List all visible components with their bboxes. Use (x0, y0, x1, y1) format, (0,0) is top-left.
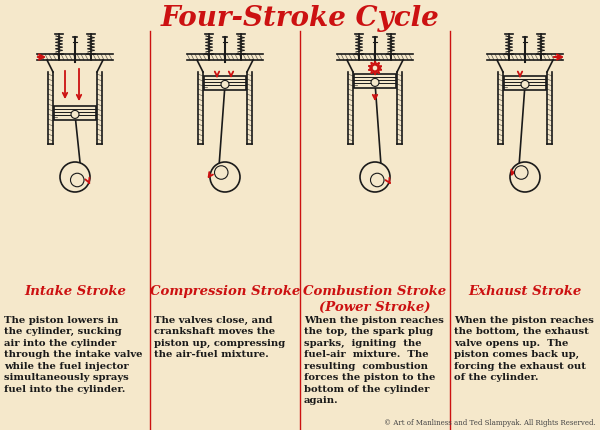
Text: When the piston reaches
the top, the spark plug
sparks,  igniting  the
fuel-air : When the piston reaches the top, the spa… (304, 315, 444, 404)
Text: Intake Stroke: Intake Stroke (24, 284, 126, 297)
Polygon shape (204, 77, 246, 91)
Circle shape (360, 163, 390, 193)
Text: The valves close, and
crankshaft moves the
piston up, compressing
the air-fuel m: The valves close, and crankshaft moves t… (154, 315, 285, 359)
Circle shape (71, 174, 84, 187)
Circle shape (515, 166, 528, 180)
Text: The piston lowers in
the cylinder, sucking
air into the cylinder
through the int: The piston lowers in the cylinder, sucki… (4, 315, 143, 393)
Circle shape (371, 79, 379, 87)
Polygon shape (354, 75, 396, 89)
Circle shape (371, 174, 384, 187)
Polygon shape (54, 107, 96, 121)
Circle shape (71, 111, 79, 119)
Text: © Art of Manliness and Ted Slampyak. All Rights Reserved.: © Art of Manliness and Ted Slampyak. All… (384, 418, 596, 426)
Circle shape (215, 166, 228, 180)
Circle shape (521, 81, 529, 89)
Circle shape (60, 163, 90, 193)
Circle shape (221, 81, 229, 89)
Text: Four-Stroke Cycle: Four-Stroke Cycle (161, 4, 439, 31)
Text: When the piston reaches
the bottom, the exhaust
valve opens up.  The
piston come: When the piston reaches the bottom, the … (454, 315, 594, 381)
Text: Exhaust Stroke: Exhaust Stroke (469, 284, 581, 297)
Text: Compression Stroke: Compression Stroke (150, 284, 300, 297)
Polygon shape (504, 77, 546, 91)
Circle shape (210, 163, 240, 193)
Text: Combustion Stroke
(Power Stroke): Combustion Stroke (Power Stroke) (304, 284, 446, 313)
Circle shape (510, 163, 540, 193)
